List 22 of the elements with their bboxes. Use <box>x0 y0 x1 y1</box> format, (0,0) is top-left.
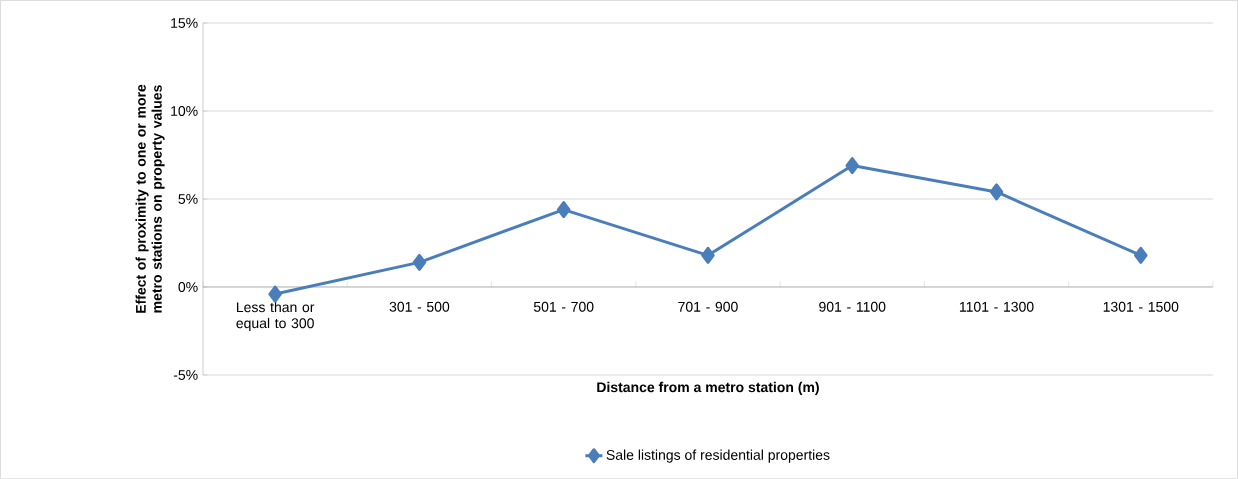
point <box>1134 246 1148 264</box>
point <box>556 201 571 219</box>
y-tick-label: 15% <box>171 18 198 28</box>
point <box>845 157 859 175</box>
y-tick-label: 10% <box>171 106 198 116</box>
x-tick-label: 501 - 700 <box>533 301 594 312</box>
y-tick-label: 0% <box>178 282 198 292</box>
x-tick-label: 301 - 500 <box>389 301 450 312</box>
y-tick-label: 5% <box>178 194 198 204</box>
x-tick-label: 1101 - 1300 <box>959 301 1034 312</box>
y-axis-title: Effect of proximity to one or more metro stations on property values <box>135 84 165 313</box>
legend-label: Sale listings of residential properties <box>606 449 830 463</box>
x-axis-title: Distance from a metro station (m) <box>597 381 819 395</box>
x-tick-label: 1301 - 1500 <box>1103 301 1179 312</box>
point <box>268 285 282 303</box>
y-tick-label: -5% <box>173 370 198 380</box>
point <box>989 183 1004 201</box>
point <box>701 246 715 264</box>
x-tick-label: 701 - 900 <box>678 301 738 312</box>
x-tick-label: 901 - 1100 <box>819 301 886 312</box>
x-tick-label: Less than or equal to 300 <box>236 301 315 331</box>
point <box>412 253 427 271</box>
